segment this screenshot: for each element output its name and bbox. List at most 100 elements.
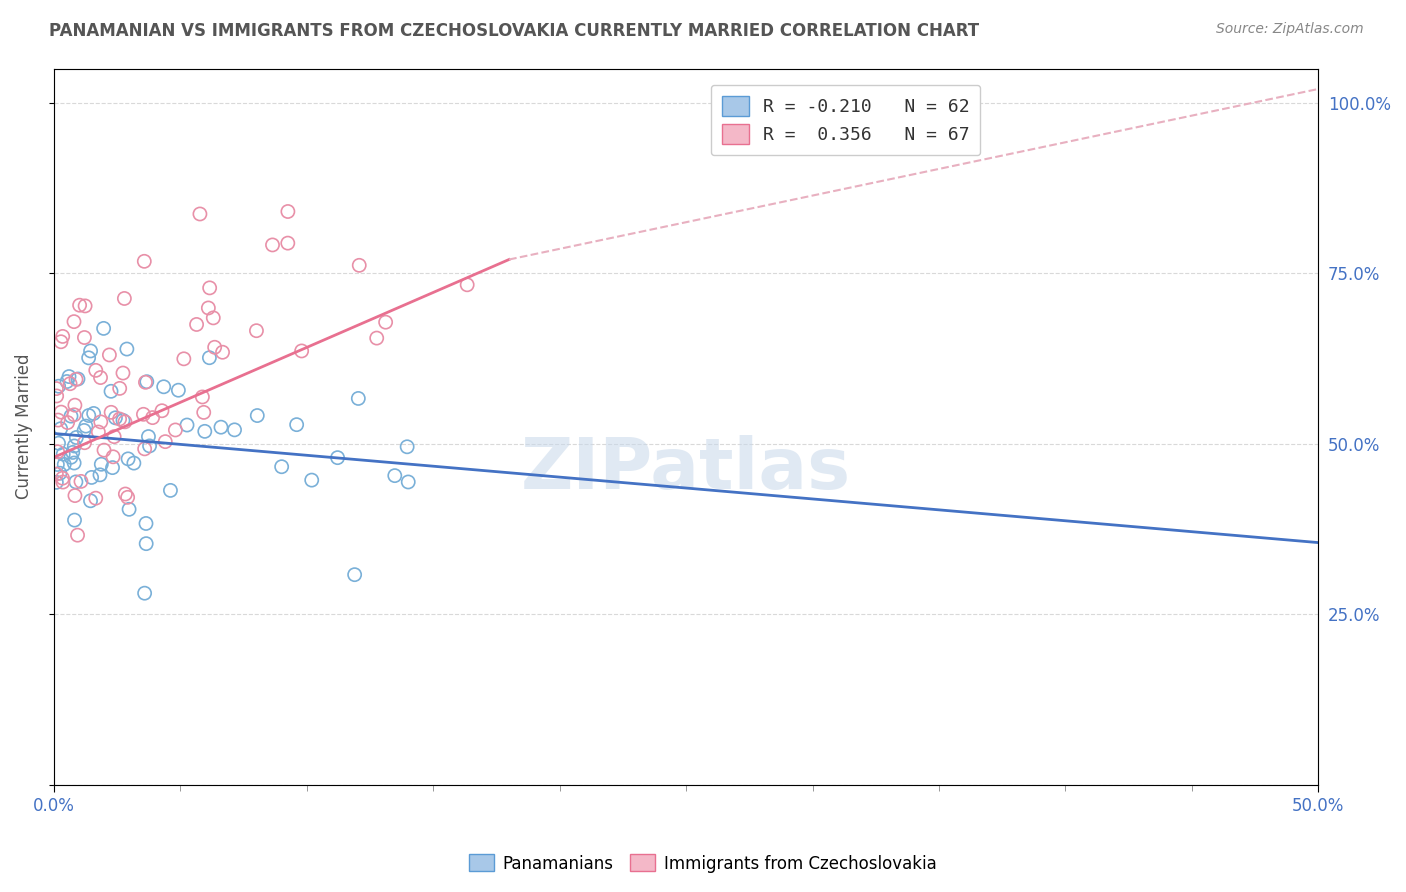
Point — [347, 392, 370, 406]
Point — [73, 424, 96, 438]
Point — [63, 513, 86, 527]
Point — [245, 324, 267, 338]
Point — [138, 439, 160, 453]
Point — [90, 457, 112, 471]
Point — [63, 398, 86, 412]
Point — [79, 343, 101, 358]
Point — [46, 444, 69, 458]
Point — [63, 408, 86, 422]
Point — [51, 471, 73, 485]
Point — [114, 487, 136, 501]
Text: PANAMANIAN VS IMMIGRANTS FROM CZECHOSLOVAKIA CURRENTLY MARRIED CORRELATION CHART: PANAMANIAN VS IMMIGRANTS FROM CZECHOSLOV… — [49, 22, 980, 40]
Point — [211, 345, 233, 359]
Text: ZIPatlas: ZIPatlas — [522, 435, 851, 504]
Point — [84, 491, 107, 505]
Point — [49, 422, 72, 436]
Point — [49, 334, 72, 349]
Point — [270, 459, 292, 474]
Point — [326, 450, 349, 465]
Point — [48, 379, 70, 393]
Point — [52, 475, 75, 489]
Point — [65, 372, 87, 386]
Point — [87, 425, 110, 439]
Point — [79, 493, 101, 508]
Point — [111, 366, 134, 380]
Point — [69, 298, 91, 312]
Point — [194, 425, 217, 439]
Point — [75, 419, 97, 434]
Point — [384, 468, 406, 483]
Point — [122, 456, 145, 470]
Point — [277, 236, 299, 251]
Point — [114, 415, 136, 429]
Point — [63, 456, 86, 470]
Point — [366, 331, 388, 345]
Point — [58, 369, 80, 384]
Point — [173, 351, 195, 366]
Point — [65, 475, 87, 489]
Point — [98, 348, 121, 362]
Point — [111, 413, 134, 427]
Point — [262, 238, 284, 252]
Point — [115, 342, 138, 356]
Point — [89, 467, 111, 482]
Point — [197, 301, 219, 315]
Point — [186, 318, 208, 332]
Point — [59, 450, 82, 465]
Point — [167, 383, 190, 397]
Point — [93, 443, 115, 458]
Point — [117, 451, 139, 466]
Point — [396, 475, 419, 489]
Point — [117, 491, 139, 505]
Text: Source: ZipAtlas.com: Source: ZipAtlas.com — [1216, 22, 1364, 37]
Point — [343, 567, 366, 582]
Point — [45, 389, 67, 403]
Point — [142, 410, 165, 425]
Point — [396, 440, 419, 454]
Point — [66, 528, 89, 542]
Point — [104, 410, 127, 425]
Point — [112, 292, 135, 306]
Legend: Panamanians, Immigrants from Czechoslovakia: Panamanians, Immigrants from Czechoslova… — [463, 847, 943, 880]
Point — [77, 409, 100, 423]
Point — [193, 405, 215, 419]
Point — [100, 405, 122, 419]
Point — [224, 423, 246, 437]
Point — [101, 450, 124, 464]
Point — [138, 429, 160, 443]
Point — [46, 413, 69, 427]
Point — [291, 343, 314, 358]
Point — [150, 403, 173, 417]
Point — [66, 372, 89, 386]
Point — [59, 409, 82, 424]
Point — [103, 429, 125, 443]
Point — [134, 442, 156, 456]
Point — [59, 376, 82, 391]
Point — [155, 434, 177, 449]
Point — [70, 475, 93, 489]
Point — [108, 412, 131, 426]
Point — [277, 204, 299, 219]
Point — [45, 467, 67, 481]
Point — [53, 458, 76, 472]
Point — [456, 277, 478, 292]
Point — [101, 460, 124, 475]
Point — [63, 439, 86, 453]
Point — [83, 407, 105, 421]
Point — [198, 351, 221, 365]
Point — [246, 409, 269, 423]
Point — [135, 375, 157, 389]
Point — [159, 483, 181, 498]
Y-axis label: Currently Married: Currently Married — [15, 354, 32, 500]
Point — [84, 363, 107, 377]
Point — [65, 430, 87, 444]
Point — [56, 416, 79, 430]
Point — [176, 417, 198, 432]
Point — [301, 473, 323, 487]
Point — [73, 330, 96, 344]
Point — [73, 435, 96, 450]
Point — [108, 381, 131, 395]
Point — [134, 376, 156, 390]
Point — [285, 417, 308, 432]
Point — [89, 370, 111, 384]
